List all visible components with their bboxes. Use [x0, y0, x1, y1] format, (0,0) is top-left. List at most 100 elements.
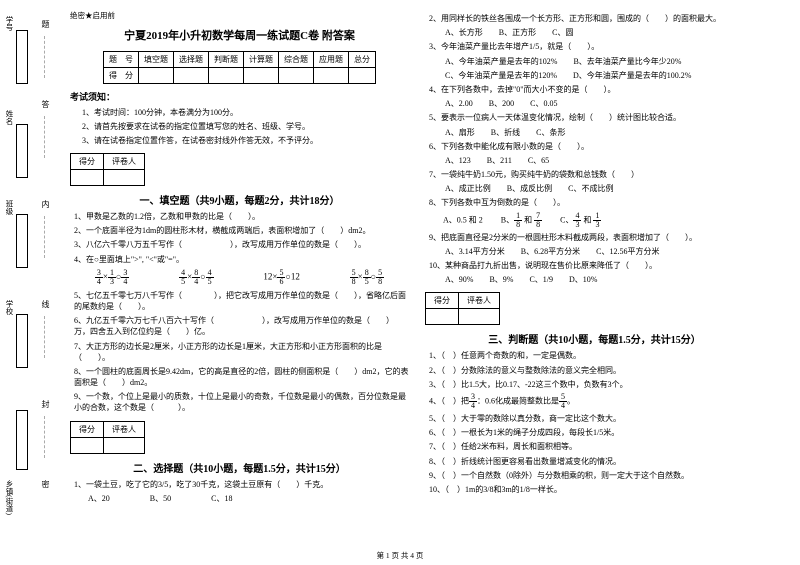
notice-item: 1、考试时间：100分钟，本卷满分为100分。 — [82, 107, 409, 118]
q: 5、（ ）大于零的数除以真分数，商一定比这个数大。 — [429, 413, 764, 424]
th: 计算题 — [244, 52, 279, 68]
notice-heading: 考试须知： — [70, 90, 409, 103]
q: 3、八亿六千零八万五千写作（ ），改写成用万作单位的数是（ ）。 — [74, 239, 409, 250]
q: 9、把底面直径是2分米的一根圆柱形木料截成两段，表面积增加了（ ）。 — [429, 232, 764, 243]
q: 6、九亿五千零六万七千八百六十写作（ ），改写成用万作单位的数是（ ）万，四舍五… — [74, 315, 409, 337]
q: 8、一个圆柱的底面周长是9.42dm，它的高是直径的2倍，圆柱的侧面积是（ ）d… — [74, 366, 409, 388]
sb: 得分 — [71, 154, 104, 170]
th: 判断题 — [209, 52, 244, 68]
q: 5、要表示一位病人一天体温变化情况，绘制（ ）统计图比较合适。 — [429, 112, 764, 123]
bind-box — [16, 214, 28, 268]
td — [244, 68, 279, 84]
opts: A、长方形 B、正方形 C、圆 — [429, 27, 764, 38]
td — [209, 68, 244, 84]
opts: A、20 B、50 C、18 — [88, 493, 409, 504]
exam-title: 宁夏2019年小升初数学每周一练试题C卷 附答案 — [70, 27, 409, 43]
q: 5、七亿五千零七万八千写作（ ），把它改写成用万作单位的数是（ ），省略亿后面的… — [74, 290, 409, 312]
sb — [426, 309, 459, 325]
bind-label-name: 姓名 — [4, 110, 15, 125]
bind-label-school: 学校 — [4, 300, 15, 315]
secret-label: 绝密★启用前 — [70, 10, 409, 21]
opts: A、成正比例 B、成反比例 C、不成比例 — [429, 183, 764, 194]
right-column: 2、用同样长的铁丝各围成一个长方形、正方形和圆，围成的（ ）的面积最大。 A、长… — [417, 0, 772, 540]
opts: C、今年油菜产量是去年的120% D、今年油菜产量是去年的100.2% — [429, 70, 764, 81]
section1-title: 一、填空题（共9小题，每题2分，共计18分） — [70, 192, 409, 207]
th: 填空题 — [139, 52, 174, 68]
bind-label-id: 学号 — [4, 16, 15, 31]
q: 3、（ ）比1.5大，比0.17、-22这三个数中，负数有3个。 — [429, 379, 764, 390]
q: 2、用同样长的铁丝各围成一个长方形、正方形和圆，围成的（ ）的面积最大。 — [429, 13, 764, 24]
bind-dash — [44, 216, 45, 258]
sb — [71, 170, 104, 186]
q: 4、在○里面填上">", "<"或"="。 — [74, 254, 409, 265]
sb: 得分 — [426, 293, 459, 309]
eq: 12×56○12 — [263, 269, 300, 286]
td — [174, 68, 209, 84]
th: 选择题 — [174, 52, 209, 68]
bind-dash — [44, 316, 45, 358]
q: 8、下列各数中互为倒数的是（ ）。 — [429, 197, 764, 208]
equation-row: 34×13○34 45×84○45 12×56○12 58×85○58 — [70, 269, 409, 286]
bind-word: 密 — [40, 480, 51, 488]
q: 2、（ ）分数除法的意义与整数除法的意义完全相同。 — [429, 365, 764, 376]
sb: 评卷人 — [459, 293, 500, 309]
opts: A、今年油菜产量是去年的102% B、去年油菜产量比今年少20% — [429, 56, 764, 67]
bind-box — [16, 30, 28, 84]
page-footer: 第 1 页 共 4 页 — [0, 550, 800, 561]
bind-word: 线 — [40, 300, 51, 308]
td — [314, 68, 349, 84]
notice-item: 2、请首先按要求在试卷的指定位置填写您的姓名、班级、学号。 — [82, 121, 409, 132]
th: 综合题 — [279, 52, 314, 68]
q: 9、一个数，个位上是最小的质数，十位上是最小的奇数，千位数是最小的偶数，百分位数… — [74, 391, 409, 413]
section3-title: 三、判断题（共10小题，每题1.5分，共计15分） — [425, 331, 764, 346]
sb: 得分 — [71, 421, 104, 437]
bind-word: 内 — [40, 200, 51, 208]
sb — [71, 437, 104, 453]
bind-box — [16, 314, 28, 368]
opts: A、123 B、211 C、65 — [429, 155, 764, 166]
q: 1、一袋土豆，吃了它的3/5，吃了30千克，这袋土豆原有（ ）千克。 — [74, 479, 409, 490]
q: 10、某种商品打九折出售，说明现在售价比原来降低了（ ）。 — [429, 260, 764, 271]
eq: 58×85○58 — [350, 269, 385, 286]
section2-title: 二、选择题（共10小题，每题1.5分，共计15分） — [70, 460, 409, 475]
eq: 34×13○34 — [95, 269, 130, 286]
q: 4、（ ）把34：0.6化成最简整数比是54。 — [429, 393, 764, 410]
q: 1、甲数是乙数的1.2倍，乙数和甲数的比是（ ）。 — [74, 211, 409, 222]
q: 3、今年油菜产量比去年增产1/5，就是（ ）。 — [429, 41, 764, 52]
q: 6、下列各数中能化成有限小数的是（ ）。 — [429, 141, 764, 152]
page-content: 绝密★启用前 宁夏2019年小升初数学每周一练试题C卷 附答案 题 号 填空题 … — [62, 0, 792, 540]
eq: 45×84○45 — [179, 269, 214, 286]
opts: A、3.14平方分米 B、6.28平方分米 C、12.56平方分米 — [429, 246, 764, 257]
th: 总分 — [349, 52, 376, 68]
bind-word: 封 — [40, 400, 51, 408]
sb — [104, 170, 145, 186]
binding-margin: 学号 姓名 班级 学校 乡镇(街道) 题 答 内 线 封 密 — [0, 0, 58, 565]
score-table: 题 号 填空题 选择题 判断题 计算题 综合题 应用题 总分 得 分 — [103, 51, 376, 84]
opts: A、0.5 和 2 B、18 和 78 C、43 和 13 — [443, 212, 764, 229]
section-scorebox: 得分评卷人 — [425, 292, 500, 325]
notice-item: 3、请在试卷指定位置作答，在试卷密封线外作答无效，不予评分。 — [82, 135, 409, 146]
bind-dash — [44, 416, 45, 458]
q: 8、（ ）折线统计图更容易看出数量增减变化的情况。 — [429, 456, 764, 467]
td — [139, 68, 174, 84]
q: 9、（ ）一个自然数（0除外）与分数相乘的积，则一定大于这个自然数。 — [429, 470, 764, 481]
sb: 评卷人 — [104, 154, 145, 170]
q: 7、（ ）任给2米布料，周长和面积相等。 — [429, 441, 764, 452]
bind-label-class: 班级 — [4, 200, 15, 215]
td: 得 分 — [104, 68, 139, 84]
q: 2、一个底面半径为1dm的圆柱形木材，横截成两端后，表面积增加了（ ）dm2。 — [74, 225, 409, 236]
q: 7、大正方形的边长是2厘米，小正方形的边长是1厘米，大正方形和小正方形面积的比是… — [74, 341, 409, 363]
section-scorebox: 得分评卷人 — [70, 153, 145, 186]
th: 题 号 — [104, 52, 139, 68]
sb: 评卷人 — [104, 421, 145, 437]
q: 1、（ ）任意两个奇数的和，一定是偶数。 — [429, 350, 764, 361]
bind-dash — [44, 36, 45, 78]
bind-box — [16, 124, 28, 178]
q: 4、在下列各数中，去掉"0"而大小不变的是（ ）。 — [429, 84, 764, 95]
opts: A、2.00 B、200 C、0.05 — [429, 98, 764, 109]
left-column: 绝密★启用前 宁夏2019年小升初数学每周一练试题C卷 附答案 题 号 填空题 … — [62, 0, 417, 540]
opts: A、扇形 B、折线 C、条形 — [429, 127, 764, 138]
th: 应用题 — [314, 52, 349, 68]
q: 10、（ ）1m的3/8和3m的1/8一样长。 — [429, 484, 764, 495]
q: 6、（ ）一根长为1米的绳子分成四段，每段长1/5米。 — [429, 427, 764, 438]
